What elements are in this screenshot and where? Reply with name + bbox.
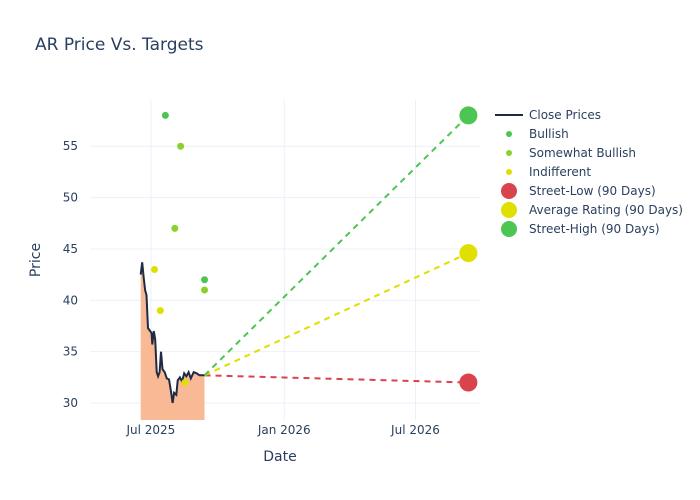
target-trend-line — [204, 374, 469, 384]
y-tick-label: 35 — [63, 345, 78, 359]
rating-point — [156, 307, 164, 315]
y-tick-label: 40 — [63, 293, 78, 307]
rating-point — [171, 224, 179, 232]
legend-label: Somewhat Bullish — [529, 146, 636, 160]
rating-point — [177, 142, 185, 150]
legend-marker-swatch — [506, 169, 512, 175]
y-tick-label: 50 — [63, 191, 78, 205]
target-trend-line — [203, 114, 470, 377]
y-tick-label: 55 — [63, 139, 78, 153]
y-tick-label: 45 — [63, 242, 78, 256]
rating-point — [151, 266, 159, 274]
legend-label: Street-Low (90 Days) — [529, 184, 656, 198]
target-trend-line — [204, 252, 469, 377]
legend-label: Street-High (90 Days) — [529, 222, 660, 236]
legend-marker-swatch — [501, 202, 517, 218]
target-marker — [459, 244, 478, 263]
close-price-line — [139, 262, 205, 404]
legend-marker-swatch — [506, 131, 512, 137]
x-tick-label: Jan 2026 — [257, 423, 311, 437]
legend-label: Bullish — [529, 127, 569, 141]
legend-marker-swatch — [501, 183, 517, 199]
legend-label: Average Rating (90 Days) — [529, 203, 683, 217]
rating-point — [201, 276, 209, 284]
rating-point — [161, 111, 169, 119]
x-axis-label: Date — [263, 449, 296, 465]
legend-marker-swatch — [506, 150, 512, 156]
chart-title: AR Price Vs. Targets — [35, 35, 204, 55]
x-tick-label: Jul 2026 — [390, 423, 440, 437]
y-tick-label: 30 — [63, 396, 78, 410]
price-area-fill — [140, 262, 205, 420]
target-marker — [459, 373, 478, 392]
x-tick-label: Jul 2025 — [125, 423, 175, 437]
legend-label: Indifferent — [529, 165, 591, 179]
rating-point — [201, 286, 209, 294]
y-axis-label: Price — [28, 243, 44, 277]
target-marker — [459, 106, 478, 125]
rating-point — [181, 379, 189, 387]
legend-label: Close Prices — [529, 108, 601, 122]
legend-marker-swatch — [501, 221, 517, 237]
